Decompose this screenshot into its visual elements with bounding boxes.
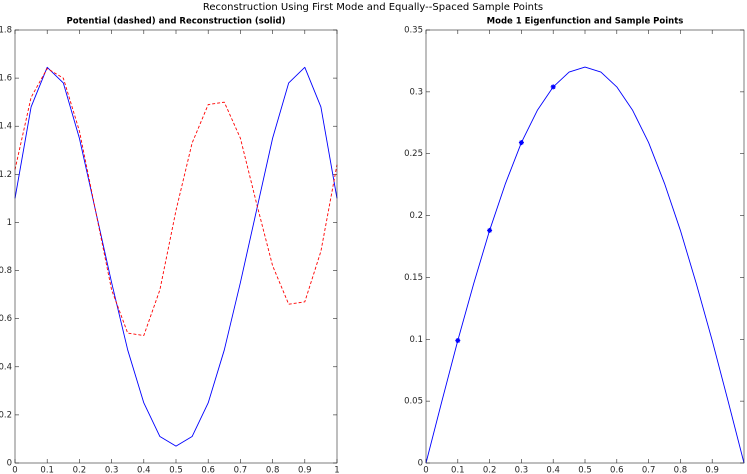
x-tick-label: 0.2	[483, 466, 497, 474]
y-tick-label: 0.35	[404, 26, 423, 36]
x-tick-label: 0.1	[451, 466, 465, 474]
sample-point	[455, 338, 461, 344]
y-tick-label: 0.6	[0, 314, 12, 324]
x-tick-label: 0.8	[266, 466, 280, 474]
y-tick-label: 0.2	[0, 410, 12, 420]
subplot-title: Mode 1 Eigenfunction and Sample Points	[487, 17, 684, 27]
x-tick-label: 0.5	[169, 466, 183, 474]
y-tick-label: 1.2	[0, 170, 12, 180]
y-tick-label: 1.6	[0, 74, 12, 84]
y-tick-label: 0.15	[404, 273, 423, 283]
x-tick-label: 0	[423, 466, 428, 474]
x-tick-label: 0.6	[610, 466, 624, 474]
plot-area	[426, 30, 744, 463]
y-tick-label: 0.4	[0, 362, 12, 372]
y-tick-label: 0.1	[409, 335, 423, 345]
data-line	[14, 68, 338, 336]
y-tick-label: 0.3	[409, 87, 423, 97]
x-tick-label: 0.9	[298, 466, 312, 474]
x-tick-label: 1	[334, 466, 339, 474]
x-tick-label: 0.4	[137, 466, 151, 474]
x-tick-label: 0.7	[642, 466, 656, 474]
y-tick-label: 0.8	[0, 266, 12, 276]
x-tick-label: 0.3	[515, 466, 529, 474]
subplot-title: Potential (dashed) and Reconstruction (s…	[67, 17, 286, 27]
sample-point	[518, 140, 524, 146]
data-line	[425, 66, 745, 464]
sample-point	[487, 227, 493, 233]
figure-title: Reconstruction Using First Mode and Equa…	[203, 2, 543, 13]
x-tick-label: 0.3	[105, 466, 119, 474]
y-tick-label: 0	[7, 459, 12, 469]
x-tick-label: 0.4	[546, 466, 560, 474]
y-tick-label: 1.4	[0, 122, 12, 132]
y-tick-label: 0.2	[409, 211, 423, 221]
axes-box	[425, 29, 745, 464]
x-tick-label: 0.9	[705, 466, 719, 474]
x-tick-label: 0.2	[73, 466, 87, 474]
x-tick-label: 0.5	[578, 466, 592, 474]
y-tick-label: 1.8	[0, 26, 12, 36]
x-tick-label: 0.6	[201, 466, 215, 474]
x-tick-label: 0.1	[40, 466, 54, 474]
sample-point	[550, 84, 556, 90]
x-tick-label: 0	[12, 466, 17, 474]
x-tick-label: 0.8	[674, 466, 688, 474]
plot-area	[15, 30, 337, 463]
x-tick-label: 0.7	[234, 466, 248, 474]
y-tick-label: 0.25	[404, 149, 423, 159]
y-tick-label: 0.05	[404, 397, 423, 407]
y-tick-label: 1	[7, 218, 12, 228]
data-line	[14, 66, 338, 447]
axes-box	[14, 29, 338, 464]
y-tick-label: 0	[418, 459, 423, 469]
